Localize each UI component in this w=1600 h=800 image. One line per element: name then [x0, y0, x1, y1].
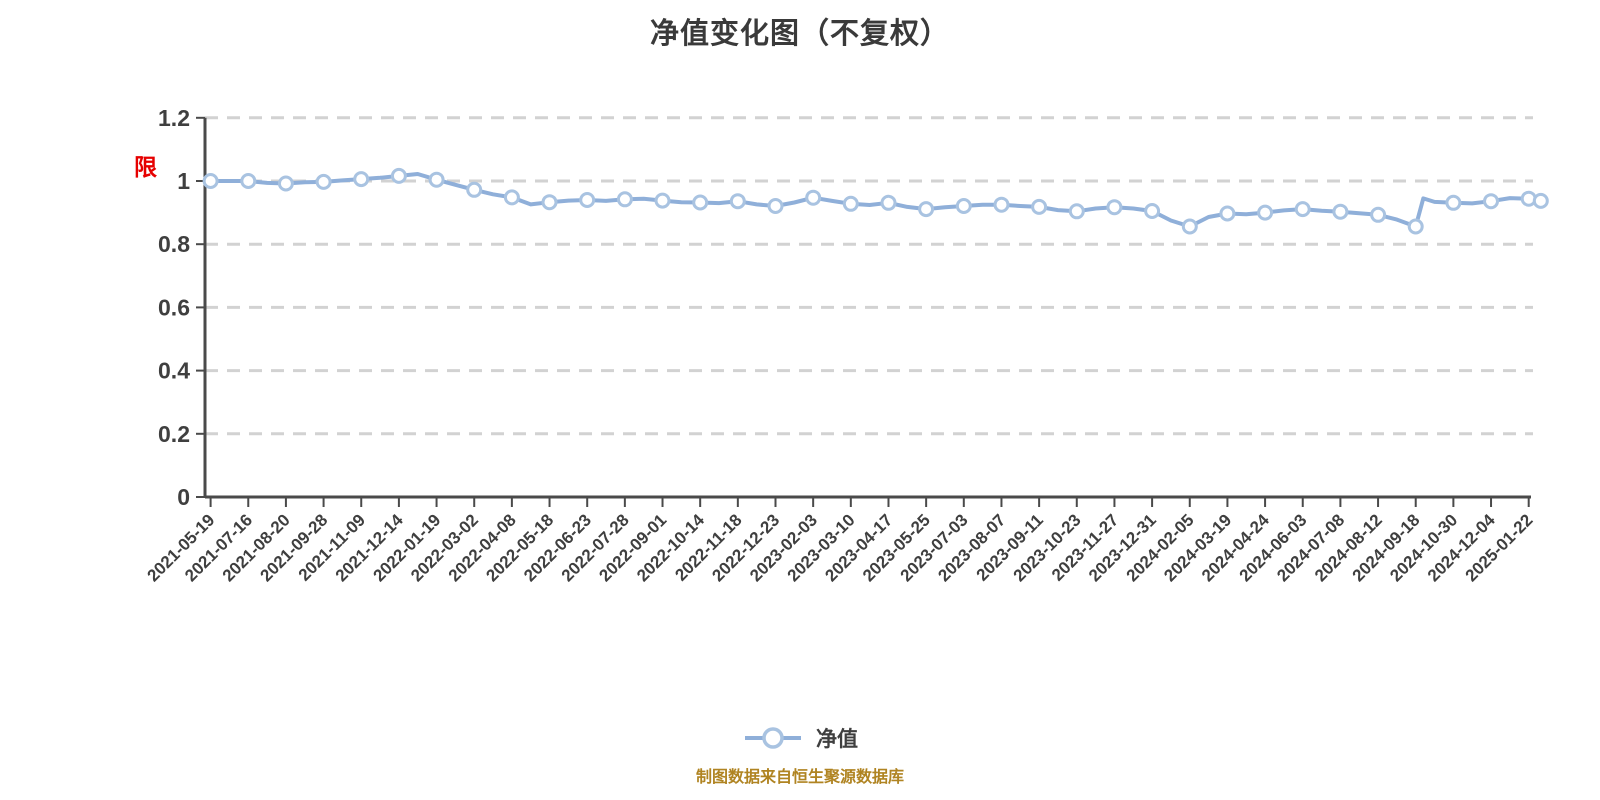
y-tick-label: 0: [177, 484, 190, 510]
data-point-marker[interactable]: [1144, 203, 1161, 219]
chart-title: 净值变化图（不复权）: [649, 18, 950, 50]
data-point-marker[interactable]: [1332, 203, 1349, 220]
data-point-marker[interactable]: [805, 189, 822, 206]
y-tick-label: 0.8: [158, 231, 190, 257]
y-tick-label: 1.2: [158, 105, 190, 131]
legend-circle: [762, 727, 784, 749]
data-point-marker[interactable]: [767, 198, 784, 214]
data-point-marker[interactable]: [202, 173, 219, 189]
y-tick-label: 0.4: [158, 358, 190, 384]
y-axis-red-label: 限: [134, 154, 157, 180]
data-point-marker[interactable]: [315, 173, 332, 190]
data-point-marker[interactable]: [616, 191, 633, 208]
data-source-note: 制图数据来自恒生聚源数据库: [695, 769, 904, 786]
data-point-marker[interactable]: [692, 194, 709, 211]
data-point-marker[interactable]: [579, 192, 596, 208]
data-point-marker[interactable]: [1031, 198, 1048, 215]
data-point-marker[interactable]: [503, 189, 520, 206]
y-tick-label: 0.6: [158, 294, 190, 320]
nav-line-chart[interactable]: 00.20.40.60.811.22021-05-192021-07-16202…: [0, 0, 1600, 700]
legend-item-netvalue[interactable]: 净值: [0, 720, 1600, 756]
data-point-marker[interactable]: [880, 194, 897, 211]
data-point-marker[interactable]: [918, 201, 935, 218]
data-point-marker[interactable]: [1257, 204, 1274, 221]
data-point-marker[interactable]: [466, 181, 483, 198]
data-point-marker[interactable]: [1445, 194, 1462, 211]
data-point-marker[interactable]: [993, 196, 1010, 213]
data-point-marker[interactable]: [541, 194, 558, 211]
data-point-marker[interactable]: [1068, 203, 1085, 220]
data-point-marker[interactable]: [353, 171, 370, 188]
data-point-marker[interactable]: [240, 173, 257, 189]
line-marker-icon: [745, 727, 801, 749]
data-point-marker[interactable]: [1532, 192, 1549, 209]
data-point-marker[interactable]: [1219, 205, 1236, 222]
data-point-marker[interactable]: [729, 193, 746, 210]
data-point-marker[interactable]: [390, 167, 407, 184]
data-point-marker[interactable]: [1294, 201, 1311, 218]
data-point-marker[interactable]: [955, 198, 972, 214]
legend-label: 净值: [816, 728, 858, 751]
y-tick-label: 0.2: [158, 421, 190, 447]
data-point-marker[interactable]: [277, 175, 294, 192]
y-tick-label: 1: [177, 168, 190, 194]
data-point-marker[interactable]: [1370, 206, 1387, 223]
data-point-marker[interactable]: [1106, 199, 1123, 216]
data-point-marker[interactable]: [1181, 218, 1198, 235]
data-point-marker[interactable]: [1483, 193, 1499, 210]
data-point-marker[interactable]: [428, 171, 445, 188]
data-point-marker[interactable]: [842, 195, 859, 212]
data-point-marker[interactable]: [1407, 218, 1424, 235]
data-point-marker[interactable]: [654, 192, 671, 209]
